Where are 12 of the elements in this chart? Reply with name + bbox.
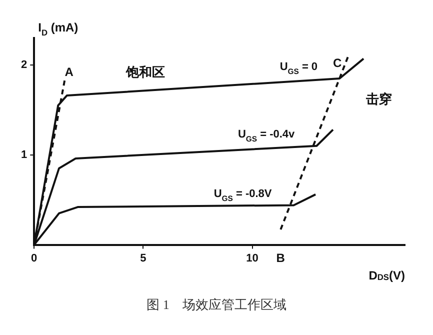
x-tick-label: 5 [140,252,146,264]
annotation: A [64,64,74,79]
x-tick-label: 0 [31,252,38,264]
y-tick-label: 1 [20,148,28,161]
annotation: 饱和区 [124,64,165,80]
annotation: C [333,56,342,70]
annotation: 击穿 [365,92,392,107]
x-tick-label: 10 [246,252,258,264]
caption: 图 1 场效应管工作区域 [146,296,288,314]
y-tick-label: 2 [20,59,28,72]
x-axis-title: DDS(V) [368,268,406,282]
annotation: B [276,251,286,266]
